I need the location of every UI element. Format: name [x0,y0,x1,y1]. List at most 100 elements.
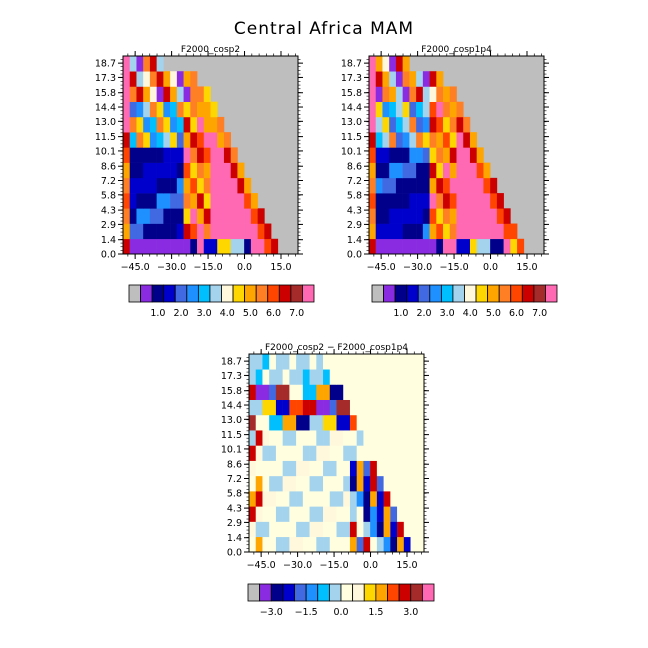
heatmap-cell [370,460,378,477]
heatmap-cell [149,177,157,194]
heatmap-cell [370,354,378,370]
heatmap-cell [349,521,357,538]
heatmap-cell [389,223,397,240]
heatmap-cell [370,384,378,400]
heatmap-cell [383,430,391,446]
heatmap-cell [129,71,137,87]
heatmap-cell [223,193,231,209]
heatmap-cell [409,147,417,163]
colorbar-label: 2.0 [173,308,188,319]
heatmap-cell [443,101,451,118]
heatmap-cell [436,162,444,179]
heatmap-cell [375,238,383,255]
heatmap-cell [217,238,225,255]
heatmap-cell [275,460,283,477]
heatmap-cell [262,475,270,492]
heatmap-cell [496,193,504,209]
heatmap-cell [469,132,477,148]
heatmap-cell [296,399,304,416]
colorbar-swatch [498,284,512,303]
heatmap-cell [443,177,451,194]
heatmap-cell [369,86,377,102]
y-tick-label: 0.0 [101,250,116,261]
x-tick-label: 0.0 [363,560,378,571]
heatmap-cell [170,132,178,148]
heatmap-cell [323,521,331,538]
heatmap-cell [436,177,444,194]
heatmap-cell [436,147,444,163]
heatmap-cell [249,384,257,400]
heatmap-cell [402,208,410,224]
heatmap-cell [403,384,411,400]
heatmap-cell [129,86,137,102]
heatmap-cell [255,369,263,385]
colorbar-label: 5.0 [486,308,501,319]
heatmap-cell [123,223,131,240]
heatmap-cell [402,86,410,102]
heatmap-cell [376,521,384,538]
colorbar-swatch [174,284,188,303]
heatmap-cell [395,162,403,179]
colorbar-swatch [352,583,365,602]
heatmap-cell [183,101,191,118]
heatmap-cell [417,506,425,522]
heatmap-cell [336,369,344,385]
heatmap-cell [382,56,390,72]
heatmap-cell [249,491,257,507]
heatmap-cell [289,475,297,492]
heatmap-cell [257,223,265,240]
heatmap-cell [443,116,451,133]
heatmap-cell [456,147,464,163]
heatmap-cell [356,384,364,400]
heatmap-cell [409,132,417,148]
colorbar-swatch [398,583,412,602]
heatmap-cell [356,430,364,446]
heatmap-cell [382,71,390,87]
heatmap-cell [269,491,277,507]
heatmap-cell [302,491,310,507]
heatmap-cell [409,71,417,87]
heatmap-cell [343,369,351,385]
heatmap-cell [136,193,144,209]
heatmap-cell [403,414,411,431]
heatmap-cell [275,430,283,446]
heatmap-cell [403,460,411,477]
heatmap-cell [402,193,410,209]
heatmap-cell [170,177,178,194]
heatmap-cell [316,369,324,385]
heatmap-cell [269,536,277,553]
heatmap-cell [323,445,331,461]
y-tick-label: 0.0 [227,548,242,559]
heatmap-cell [389,56,397,72]
heatmap-cell [383,506,391,522]
colorbar-label: 4.0 [463,308,478,319]
heatmap-cell [302,414,310,431]
heatmap-cell [170,116,178,133]
heatmap-cell [249,399,257,416]
heatmap-cell [210,193,218,209]
colorbar-swatch [151,284,165,303]
heatmap-cell [336,445,344,461]
heatmap-cell [149,147,157,163]
heatmap-cell [390,354,398,370]
heatmap-cell [255,475,263,492]
heatmap-cell [390,430,398,446]
heatmap-cell [397,384,405,400]
heatmap-cell [363,430,371,446]
heatmap-cell [149,101,157,118]
colorbar-label: −3.0 [260,607,283,618]
heatmap-cell [316,536,324,553]
heatmap-cell [217,177,225,194]
heatmap-cell [156,162,164,179]
heatmap-cell [422,101,430,118]
heatmap-cell [255,506,263,522]
heatmap-cell [416,132,424,148]
heatmap-cell [490,208,498,224]
heatmap-cell [190,86,198,102]
heatmap-cell [349,369,357,385]
heatmap-cell [329,506,337,522]
heatmap-cell [336,536,344,553]
heatmap-cell [262,445,270,461]
heatmap-cell [183,208,191,224]
heatmap-cell [197,223,205,240]
